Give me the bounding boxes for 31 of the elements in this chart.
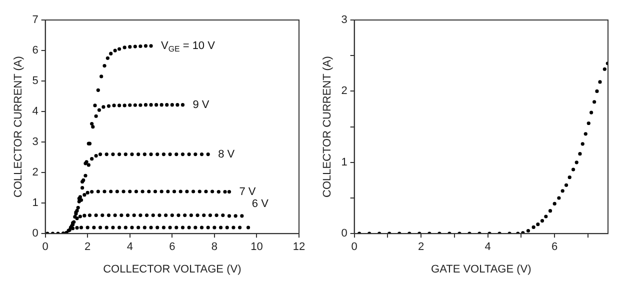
annotation: 7 V (239, 186, 256, 198)
x-tick-label: 4 (484, 241, 491, 254)
y-tick-label: 0 (341, 228, 348, 240)
annotation: 6 V (252, 198, 270, 210)
annotation: 8 V (218, 148, 236, 160)
x-tick-label: 12 (292, 241, 306, 254)
y-tick-label: 0 (32, 228, 38, 240)
x-tick-label: 8 (211, 241, 218, 254)
y-tick-label: 3 (341, 14, 348, 26)
x-tick-label: 2 (418, 241, 424, 254)
x-tick-label: 6 (169, 241, 176, 254)
x-tick-label: 10 (250, 241, 263, 254)
y-tick-label: 1 (32, 197, 38, 210)
x-tick-label: 2 (84, 241, 91, 254)
y-tick-label: 2 (32, 166, 38, 179)
y-axis-title: COLLECTOR CURRENT (A) (12, 56, 25, 198)
y-tick-label: 7 (32, 14, 38, 26)
y-tick-label: 5 (32, 75, 38, 88)
y-tick-label: 2 (341, 85, 348, 98)
annotation: 9 V (192, 98, 210, 111)
y-axis-title: COLLECTOR CURRENT (A) (322, 56, 334, 198)
y-tick-label: 6 (32, 44, 38, 57)
x-tick-label: 4 (126, 241, 133, 254)
y-tick-label: 1 (341, 156, 348, 168)
x-tick-label: 0 (42, 241, 48, 254)
y-tick-label: 4 (32, 106, 38, 118)
x-tick-label: 6 (552, 241, 558, 254)
x-axis-title: COLLECTOR VOLTAGE (V) (103, 263, 242, 276)
y-tick-label: 3 (32, 136, 38, 148)
x-axis-title: GATE VOLTAGE (V) (431, 263, 532, 276)
x-tick-label: 0 (351, 241, 358, 254)
